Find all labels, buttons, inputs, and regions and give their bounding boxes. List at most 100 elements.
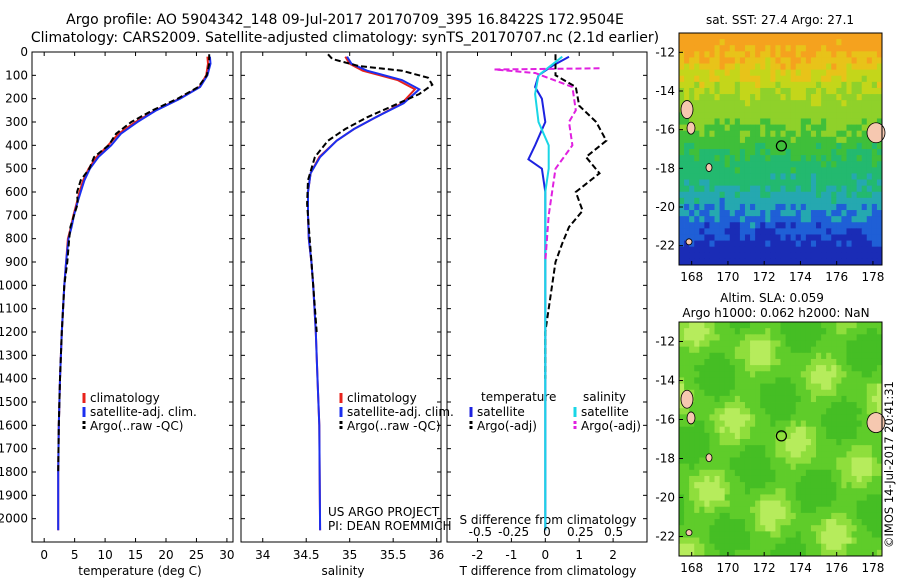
map-cell [709, 475, 715, 483]
map-cell [851, 463, 858, 471]
map-cell [714, 340, 720, 348]
map-cell [795, 395, 802, 403]
map-cell [851, 203, 858, 211]
map-cell [826, 69, 832, 77]
map-cell [729, 451, 736, 458]
map-cell [800, 432, 807, 440]
map-cell [785, 328, 792, 335]
map-cell [750, 210, 756, 217]
map-cell [744, 57, 751, 64]
map-cell [866, 179, 873, 187]
map-cell [739, 161, 746, 168]
map-cell [816, 377, 822, 384]
map-cell [750, 149, 756, 156]
map-cell [805, 136, 812, 144]
map-cell [739, 197, 746, 205]
map-cell [755, 537, 761, 545]
map-cell [744, 100, 751, 107]
map-cell [709, 469, 715, 477]
map-cell [856, 328, 863, 335]
map-cell [790, 142, 797, 150]
map-cell [866, 346, 873, 354]
map-cell [719, 252, 726, 260]
map-cell [750, 228, 756, 235]
map-cell [795, 100, 802, 107]
map-cell [795, 112, 802, 119]
map-cell [841, 531, 847, 538]
map-cell [704, 519, 710, 526]
map-cell [729, 469, 736, 477]
map-cell [679, 130, 685, 138]
map-cell [866, 322, 873, 329]
map-cell [826, 525, 832, 532]
map-cell [826, 136, 832, 144]
map-cell [709, 149, 715, 156]
map-cell [750, 203, 756, 211]
map-cell [785, 383, 792, 391]
map-cell [770, 185, 776, 193]
map-cell [694, 322, 700, 329]
map-cell [689, 340, 695, 348]
map-cell [679, 246, 685, 254]
map-cell [724, 328, 731, 335]
map-cell [679, 488, 685, 495]
map-cell [729, 149, 736, 156]
map-cell [689, 63, 695, 71]
map-cell [770, 457, 776, 465]
map-cell [689, 118, 695, 125]
map-cell [866, 33, 873, 40]
map-cell [709, 179, 715, 187]
map-cell [810, 395, 817, 403]
map-cell [780, 463, 786, 471]
map-cell [679, 161, 685, 168]
map-cell [755, 228, 761, 235]
map-cell [689, 457, 695, 465]
map-cell [871, 457, 878, 465]
map-cell [719, 445, 726, 452]
map-cell [765, 432, 771, 440]
series-line-satellite [527, 55, 570, 531]
map-cell [851, 57, 858, 64]
map-cell [810, 340, 817, 348]
map-cell [856, 531, 863, 538]
map-cell [780, 408, 786, 415]
map-cell [699, 402, 705, 409]
map-cell [689, 142, 695, 150]
map-cell [836, 500, 842, 508]
map-cell [826, 63, 832, 71]
map-cell [775, 258, 781, 266]
map-cell [770, 371, 776, 378]
map-cell [826, 228, 832, 235]
map-cell [856, 543, 863, 551]
map-cell [755, 445, 761, 452]
map-cell [755, 463, 761, 471]
map-cell [765, 445, 771, 452]
map-cell [866, 246, 873, 254]
map-cell [821, 389, 827, 397]
map-cell [679, 383, 685, 391]
map-cell [734, 506, 741, 514]
map-cell [871, 252, 878, 260]
map-cell [734, 383, 741, 391]
map-cell [876, 463, 883, 471]
map-cell [734, 525, 741, 532]
map-cell [689, 33, 695, 40]
map-cell [775, 69, 781, 77]
map-cell [709, 531, 715, 538]
map-cell [704, 469, 710, 477]
map-cell [795, 87, 802, 95]
map-cell [739, 414, 746, 421]
map-cell [871, 81, 878, 89]
map-cell [719, 469, 726, 477]
map-cell [821, 322, 827, 329]
map-cell [679, 45, 685, 52]
map-cell [775, 340, 781, 348]
map-cell [684, 512, 690, 520]
map-cell [821, 130, 827, 138]
map-cell [856, 94, 863, 101]
map-cell [739, 228, 746, 235]
map-cell [866, 63, 873, 71]
map-cell [770, 408, 776, 415]
map-cell [734, 463, 741, 471]
map-cell [750, 389, 756, 397]
